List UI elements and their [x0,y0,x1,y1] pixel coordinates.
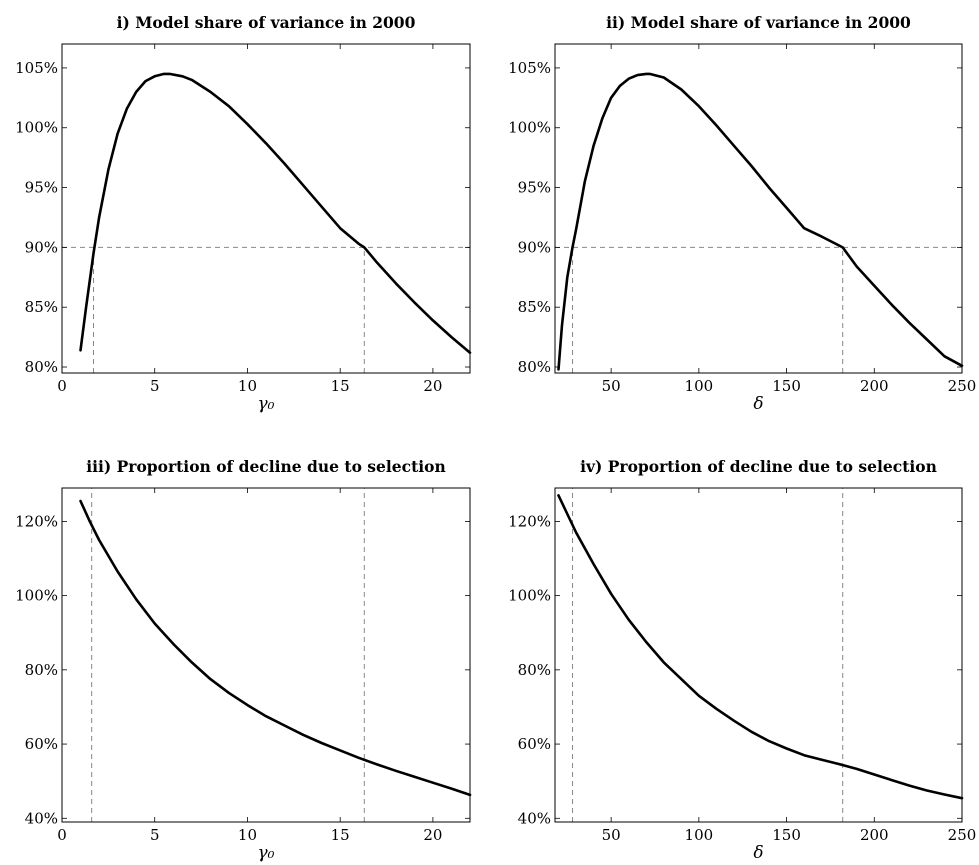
chart-ii-title: ii) Model share of variance in 2000 [606,13,911,32]
chart-i: i) Model share of variance in 2000 0 5 10 15… [15,13,472,414]
chart-iii-xlabel: γ₀ [258,843,275,863]
chart-iv-series-line-0 [557,494,964,800]
chart-ii-xtick-label-1: 100 [685,377,714,395]
chart-iii-xtick-label-1: 5 [150,826,160,844]
chart-i-plot-frame [61,43,471,374]
chart-iii-ytick-label-2: 80% [25,661,58,679]
chart-iv-xtick-label-4: 250 [948,826,977,844]
chart-ii: ii) Model share of variance in 2000 50 100… [508,13,976,414]
chart-i-ytick-label-4: 100% [15,119,58,137]
chart-iii-xtick-label-0: 0 [57,826,67,844]
chart-i-title: i) Model share of variance in 2000 [117,13,416,32]
chart-iii-plot-frame [61,487,471,823]
chart-i-xtick-label-0: 0 [57,377,67,395]
chart-ii-ytick-label-2: 90% [518,238,551,256]
chart-i-xtick-label-2: 10 [238,377,257,395]
chart-ii-ytick-label-0: 80% [518,358,551,376]
chart-i-series-line-0 [79,72,472,355]
chart-i-ytick-label-1: 85% [25,298,58,316]
chart-ii-ytick-label-1: 85% [518,298,551,316]
chart-iii-xtick-label-4: 20 [423,826,442,844]
chart-iv-ytick-label-3: 100% [508,587,551,605]
chart-iv-xlabel: δ [753,843,763,863]
chart-i-ytick-label-2: 90% [25,238,58,256]
chart-iii-series-line-0 [79,499,472,797]
chart-ii-ytick-label-5: 105% [508,59,551,77]
chart-iii-ytick-label-3: 100% [15,587,58,605]
chart-iii: iii) Proportion of decline due to select… [15,457,472,863]
chart-ii-series-line-0 [557,72,964,371]
chart-i-ytick-label-0: 80% [25,358,58,376]
chart-iv-ytick-label-1: 60% [518,735,551,753]
chart-iii-title: iii) Proportion of decline due to select… [86,457,445,476]
chart-iii-ytick-label-4: 120% [15,512,58,530]
chart-ii-plot-frame [554,43,963,374]
chart-iii-ytick-label-1: 60% [25,735,58,753]
chart-iv-xtick-label-1: 100 [685,826,714,844]
chart-i-xtick-label-1: 5 [150,377,160,395]
chart-i-ytick-label-3: 95% [25,179,58,197]
chart-iv-ytick-label-0: 40% [518,809,551,827]
chart-i-ytick-label-5: 105% [15,59,58,77]
chart-iv-xtick-label-3: 200 [860,826,889,844]
chart-iii-xtick-label-3: 15 [331,826,350,844]
chart-i-xtick-label-4: 20 [423,377,442,395]
chart-iv-plot-frame [554,487,963,823]
chart-i-xtick-label-3: 15 [331,377,350,395]
chart-ii-xtick-label-2: 150 [772,377,801,395]
chart-iv-title: iv) Proportion of decline due to selecti… [580,457,937,476]
chart-iv: iv) Proportion of decline due to selecti… [508,457,976,863]
chart-ii-xlabel: δ [753,394,763,414]
chart-iv-xtick-label-2: 150 [772,826,801,844]
chart-iii-xtick-label-2: 10 [238,826,257,844]
chart-i-xlabel: γ₀ [258,394,275,414]
chart-iii-ytick-label-0: 40% [25,809,58,827]
chart-ii-ytick-label-4: 100% [508,119,551,137]
chart-ii-xtick-label-0: 50 [602,377,621,395]
chart-ii-ytick-label-3: 95% [518,179,551,197]
chart-iv-ytick-label-2: 80% [518,661,551,679]
chart-ii-xtick-label-4: 250 [948,377,977,395]
chart-iv-xtick-label-0: 50 [602,826,621,844]
chart-iv-ytick-label-4: 120% [508,512,551,530]
chart-ii-xtick-label-3: 200 [860,377,889,395]
